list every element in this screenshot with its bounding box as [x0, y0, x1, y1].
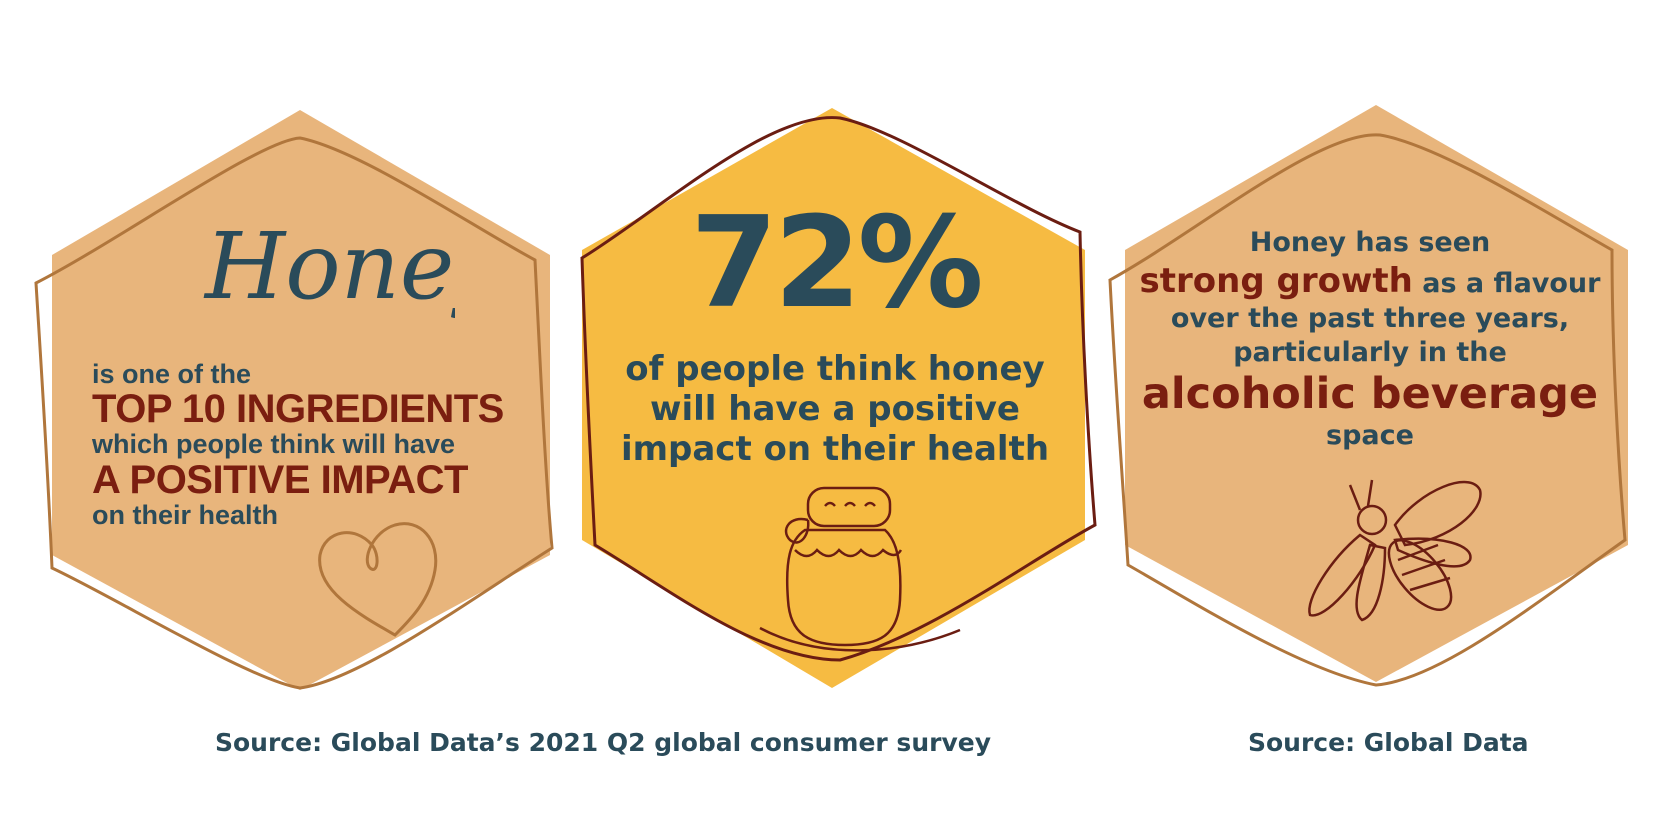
source-left: Source: Global Data’s 2021 Q2 global con… [215, 728, 991, 757]
bee-icon [1308, 479, 1482, 622]
honey-jar-icon [759, 486, 961, 652]
hexagon-center-outline [580, 116, 1097, 662]
stat-percent: 72% [690, 189, 984, 336]
panel-center-line-3: impact on their health [620, 428, 1050, 469]
honey-script-title: Honey [203, 213, 455, 320]
panel-left-line-1: is one of the [92, 359, 252, 389]
panel-left-text: is one of the TOP 10 INGREDIENTS which p… [92, 360, 562, 529]
hexagon-right [1125, 105, 1628, 682]
panel-center-text: of people think honey will have a positi… [620, 349, 1050, 469]
panel-left-line-5: on their health [92, 499, 279, 530]
panel-center-line-2: will have a positive [650, 388, 1020, 429]
panel-right-strong-growth: strong growth [1139, 260, 1413, 301]
hexagon-right-outline [1108, 133, 1627, 687]
panel-left-line-4: A POSITIVE IMPACT [92, 457, 468, 502]
panel-right-line-3: over the past three years, [1170, 303, 1570, 335]
hexagon-center [582, 108, 1085, 688]
honey-script-word: Honey [203, 213, 455, 320]
panel-left-line-2: TOP 10 INGREDIENTS [92, 387, 504, 432]
panel-left-line-3: which people think will have [92, 429, 456, 460]
hexagon-left-outline [34, 136, 554, 690]
heart-icon [318, 522, 438, 637]
panel-right-alcoholic-beverage: alcoholic beverage [1141, 368, 1599, 419]
panel-right-line-6: space [1326, 420, 1414, 452]
panel-center-line-1: of people think honey [625, 349, 1045, 389]
panel-right-line-1: Honey has seen [1249, 227, 1491, 258]
panel-right-line-2-rest: as a flavour [1412, 267, 1601, 299]
hexagon-left [52, 110, 550, 690]
panel-right-line-4: particularly in the [1233, 337, 1507, 368]
panel-right-text: Honey has seen strong growth as a flavou… [1130, 226, 1610, 453]
source-right: Source: Global Data [1248, 728, 1529, 757]
